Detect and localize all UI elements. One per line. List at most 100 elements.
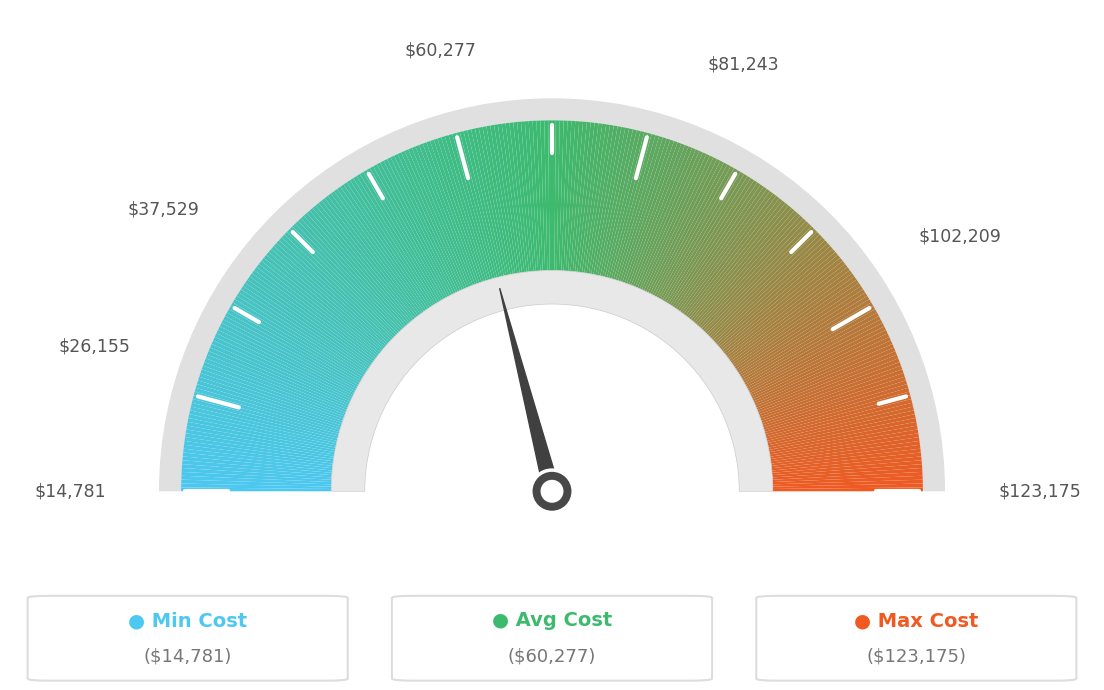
Wedge shape [373, 164, 447, 298]
Wedge shape [756, 351, 896, 410]
Wedge shape [241, 286, 368, 371]
Wedge shape [754, 340, 892, 404]
Wedge shape [205, 355, 347, 412]
Wedge shape [231, 302, 362, 381]
Wedge shape [737, 289, 866, 373]
Wedge shape [293, 224, 400, 333]
Circle shape [541, 480, 563, 503]
Text: ● Max Cost: ● Max Cost [854, 611, 978, 630]
Wedge shape [710, 232, 820, 339]
Wedge shape [434, 139, 484, 282]
Wedge shape [213, 337, 351, 402]
Wedge shape [319, 201, 415, 319]
Wedge shape [254, 267, 376, 359]
Wedge shape [479, 127, 511, 275]
Wedge shape [755, 348, 895, 408]
Wedge shape [711, 235, 822, 340]
Wedge shape [740, 296, 869, 377]
Wedge shape [665, 172, 744, 302]
Wedge shape [212, 340, 350, 404]
Wedge shape [420, 144, 475, 285]
Wedge shape [700, 215, 803, 328]
Wedge shape [209, 348, 349, 408]
Wedge shape [189, 414, 336, 448]
Wedge shape [282, 235, 393, 340]
Wedge shape [648, 157, 716, 293]
Wedge shape [667, 174, 747, 304]
Wedge shape [773, 475, 923, 484]
Wedge shape [733, 279, 859, 367]
Wedge shape [726, 264, 848, 358]
Wedge shape [181, 472, 331, 482]
Wedge shape [321, 198, 416, 318]
Wedge shape [652, 161, 724, 295]
Wedge shape [243, 283, 370, 369]
Wedge shape [328, 193, 421, 315]
Wedge shape [609, 133, 651, 279]
Wedge shape [697, 210, 797, 326]
Wedge shape [683, 193, 776, 315]
Wedge shape [252, 270, 374, 362]
Wedge shape [272, 246, 386, 347]
Wedge shape [725, 261, 845, 356]
Wedge shape [238, 289, 367, 373]
Wedge shape [739, 293, 868, 375]
Wedge shape [713, 237, 825, 342]
Wedge shape [577, 123, 598, 273]
Wedge shape [646, 156, 713, 293]
Wedge shape [559, 121, 567, 270]
Wedge shape [638, 149, 699, 288]
Wedge shape [692, 206, 792, 323]
Wedge shape [548, 120, 552, 270]
Wedge shape [456, 132, 497, 278]
Wedge shape [437, 137, 486, 282]
Wedge shape [657, 164, 731, 298]
Wedge shape [719, 249, 836, 348]
Wedge shape [612, 134, 656, 279]
Wedge shape [747, 319, 882, 391]
Wedge shape [773, 487, 923, 491]
Wedge shape [762, 373, 905, 423]
Wedge shape [340, 184, 428, 310]
Wedge shape [325, 196, 418, 317]
Wedge shape [773, 468, 923, 480]
Text: $102,209: $102,209 [919, 228, 1001, 246]
Wedge shape [658, 166, 734, 299]
Wedge shape [490, 125, 518, 273]
Wedge shape [423, 142, 477, 284]
Wedge shape [593, 127, 625, 275]
Wedge shape [773, 472, 923, 482]
Wedge shape [765, 391, 911, 434]
Wedge shape [767, 406, 914, 443]
Wedge shape [203, 362, 346, 417]
Wedge shape [498, 124, 522, 273]
Wedge shape [563, 121, 575, 271]
Wedge shape [614, 135, 659, 280]
Wedge shape [766, 403, 913, 441]
Wedge shape [304, 213, 406, 327]
Wedge shape [195, 384, 341, 430]
Wedge shape [773, 484, 923, 489]
Wedge shape [749, 323, 884, 393]
Wedge shape [603, 130, 640, 277]
Wedge shape [761, 369, 903, 421]
Wedge shape [184, 437, 333, 462]
Wedge shape [723, 258, 842, 354]
Wedge shape [601, 129, 637, 276]
Wedge shape [682, 191, 773, 314]
Wedge shape [181, 484, 331, 489]
Wedge shape [571, 121, 587, 271]
Wedge shape [554, 120, 560, 270]
Wedge shape [636, 148, 696, 288]
Wedge shape [198, 377, 342, 425]
Wedge shape [605, 131, 645, 277]
Wedge shape [731, 273, 854, 364]
Wedge shape [732, 277, 857, 365]
Wedge shape [627, 142, 681, 284]
Wedge shape [734, 283, 861, 369]
Wedge shape [556, 121, 564, 270]
Wedge shape [247, 277, 372, 365]
Wedge shape [262, 258, 381, 354]
Wedge shape [235, 296, 364, 377]
Wedge shape [360, 172, 439, 302]
